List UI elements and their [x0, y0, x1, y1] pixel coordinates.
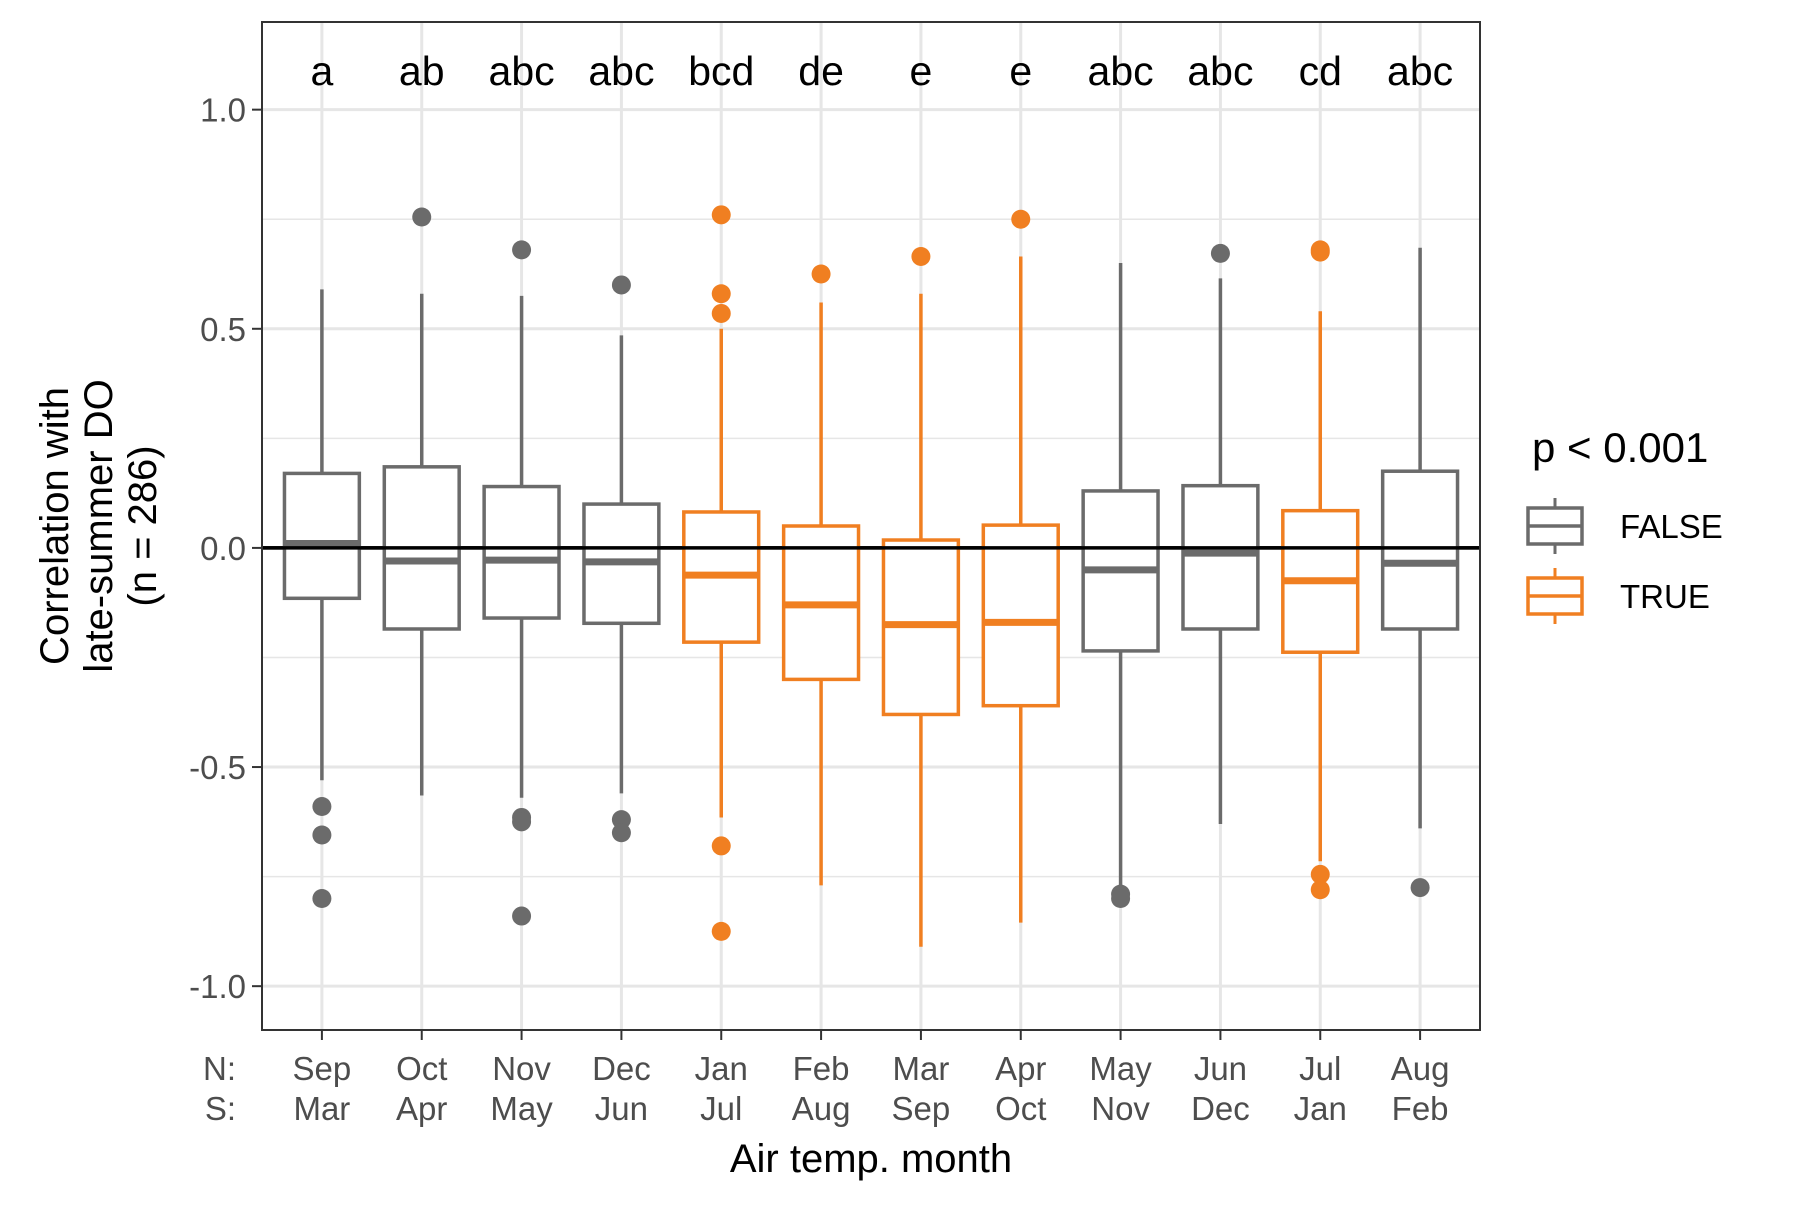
- x-tick-label-south: Dec: [1191, 1090, 1250, 1127]
- outlier-point: [512, 240, 532, 260]
- x-tick-label-north: Aug: [1391, 1050, 1450, 1087]
- outlier-point: [412, 207, 432, 227]
- legend-label-true: TRUE: [1620, 578, 1710, 615]
- y-tick-label: -0.5: [189, 749, 246, 786]
- box-group-sep: [282, 289, 362, 909]
- box-group-nov: [482, 240, 561, 926]
- y-axis-title: Correlation with late-summer DO (n = 286): [33, 379, 165, 672]
- panel-border: [261, 21, 1481, 1031]
- x-tick-label-south: Jan: [1294, 1090, 1347, 1127]
- x-tick-label-north: Sep: [293, 1050, 352, 1087]
- x-tick-label-north: May: [1089, 1050, 1152, 1087]
- outlier-point: [911, 246, 931, 266]
- outlier-point: [1111, 889, 1131, 909]
- box: [1181, 483, 1260, 631]
- outlier-point: [312, 825, 332, 845]
- y-tick-label: -1.0: [189, 968, 246, 1005]
- box-group-jan: [682, 205, 761, 941]
- x-tick-label-south: Jul: [700, 1090, 742, 1127]
- x-tick-label-north: Mar: [892, 1050, 949, 1087]
- y-tick-label: 1.0: [200, 92, 246, 129]
- significance-letter: e: [910, 48, 933, 94]
- legend: p < 0.001 FALSE TRUE: [1526, 424, 1723, 624]
- y-axis-title-line: late-summer DO: [77, 379, 121, 672]
- plot-panel: [262, 22, 1480, 1030]
- x-tick-label-north: Apr: [995, 1050, 1046, 1087]
- x-tick-label-south: Aug: [792, 1090, 851, 1127]
- box-group-jun: [1181, 243, 1260, 825]
- outlier-point: [512, 906, 532, 926]
- outlier-point: [1310, 240, 1330, 260]
- x-tick-label-north: Jul: [1299, 1050, 1341, 1087]
- x-tick-label-south: Jun: [595, 1090, 648, 1127]
- x-tick-label-north: Feb: [793, 1050, 850, 1087]
- significance-letter: abc: [1088, 48, 1154, 94]
- significance-letter: de: [798, 48, 844, 94]
- box-group-jul: [1281, 240, 1360, 900]
- outlier-point: [711, 284, 731, 304]
- box-group-may: [1081, 263, 1160, 909]
- outlier-point: [1410, 878, 1430, 898]
- x-tick-label-south: Nov: [1091, 1090, 1150, 1127]
- outlier-point: [1210, 243, 1230, 263]
- x-tick-label-north: Oct: [396, 1050, 447, 1087]
- box-group-feb: [781, 264, 861, 886]
- row-label-south: S:: [205, 1090, 236, 1127]
- outlier-point: [611, 823, 631, 843]
- outlier-point: [312, 889, 332, 909]
- x-axis-title: Air temp. month: [730, 1137, 1012, 1181]
- x-tick-label-south: Sep: [892, 1090, 951, 1127]
- box-group-aug: [1380, 247, 1460, 898]
- outlier-point: [1310, 880, 1330, 900]
- outlier-point: [512, 812, 532, 832]
- x-tick-label-north: Nov: [492, 1050, 551, 1087]
- x-tick-label-south: Mar: [293, 1090, 350, 1127]
- box: [282, 471, 362, 601]
- x-tick-label-north: Jun: [1194, 1050, 1247, 1087]
- x-tick-label-south: Apr: [396, 1090, 447, 1127]
- outlier-point: [611, 275, 631, 295]
- outlier-point: [711, 303, 731, 323]
- significance-letter: a: [310, 48, 333, 94]
- legend-title: p < 0.001: [1532, 424, 1708, 471]
- y-tick-label: 0.0: [200, 530, 246, 567]
- x-tick-label-north: Dec: [592, 1050, 651, 1087]
- significance-letter: cd: [1299, 48, 1342, 94]
- significance-letter: abc: [1187, 48, 1253, 94]
- legend-label-false: FALSE: [1620, 508, 1723, 545]
- outlier-point: [1011, 209, 1031, 229]
- x-tick-label-north: Jan: [695, 1050, 748, 1087]
- outlier-point: [1310, 864, 1330, 884]
- row-label-north: N:: [203, 1050, 236, 1087]
- outlier-point: [711, 205, 731, 225]
- significance-letter: e: [1009, 48, 1032, 94]
- y-tick-label: 0.5: [200, 311, 246, 348]
- significance-letter: abc: [588, 48, 654, 94]
- box: [482, 484, 561, 620]
- box: [981, 523, 1060, 708]
- y-axis-title-line: Correlation with: [33, 387, 77, 665]
- y-axis-title-line: (n = 286): [121, 445, 165, 606]
- significance-letter: abc: [1387, 48, 1453, 94]
- outlier-point: [611, 810, 631, 830]
- outlier-point: [811, 264, 831, 284]
- x-tick-label-south: Feb: [1392, 1090, 1449, 1127]
- significance-letter: abc: [489, 48, 555, 94]
- significance-letter: bcd: [688, 48, 754, 94]
- box-group-apr: [981, 209, 1060, 923]
- x-tick-label-south: May: [490, 1090, 553, 1127]
- outlier-point: [711, 836, 731, 856]
- box-group-dec: [582, 275, 661, 843]
- x-tick-label-south: Oct: [995, 1090, 1046, 1127]
- box-group-mar: [881, 246, 961, 947]
- outlier-point: [312, 796, 332, 816]
- outlier-point: [711, 921, 731, 941]
- box: [1380, 469, 1460, 631]
- significance-letter: ab: [399, 48, 445, 94]
